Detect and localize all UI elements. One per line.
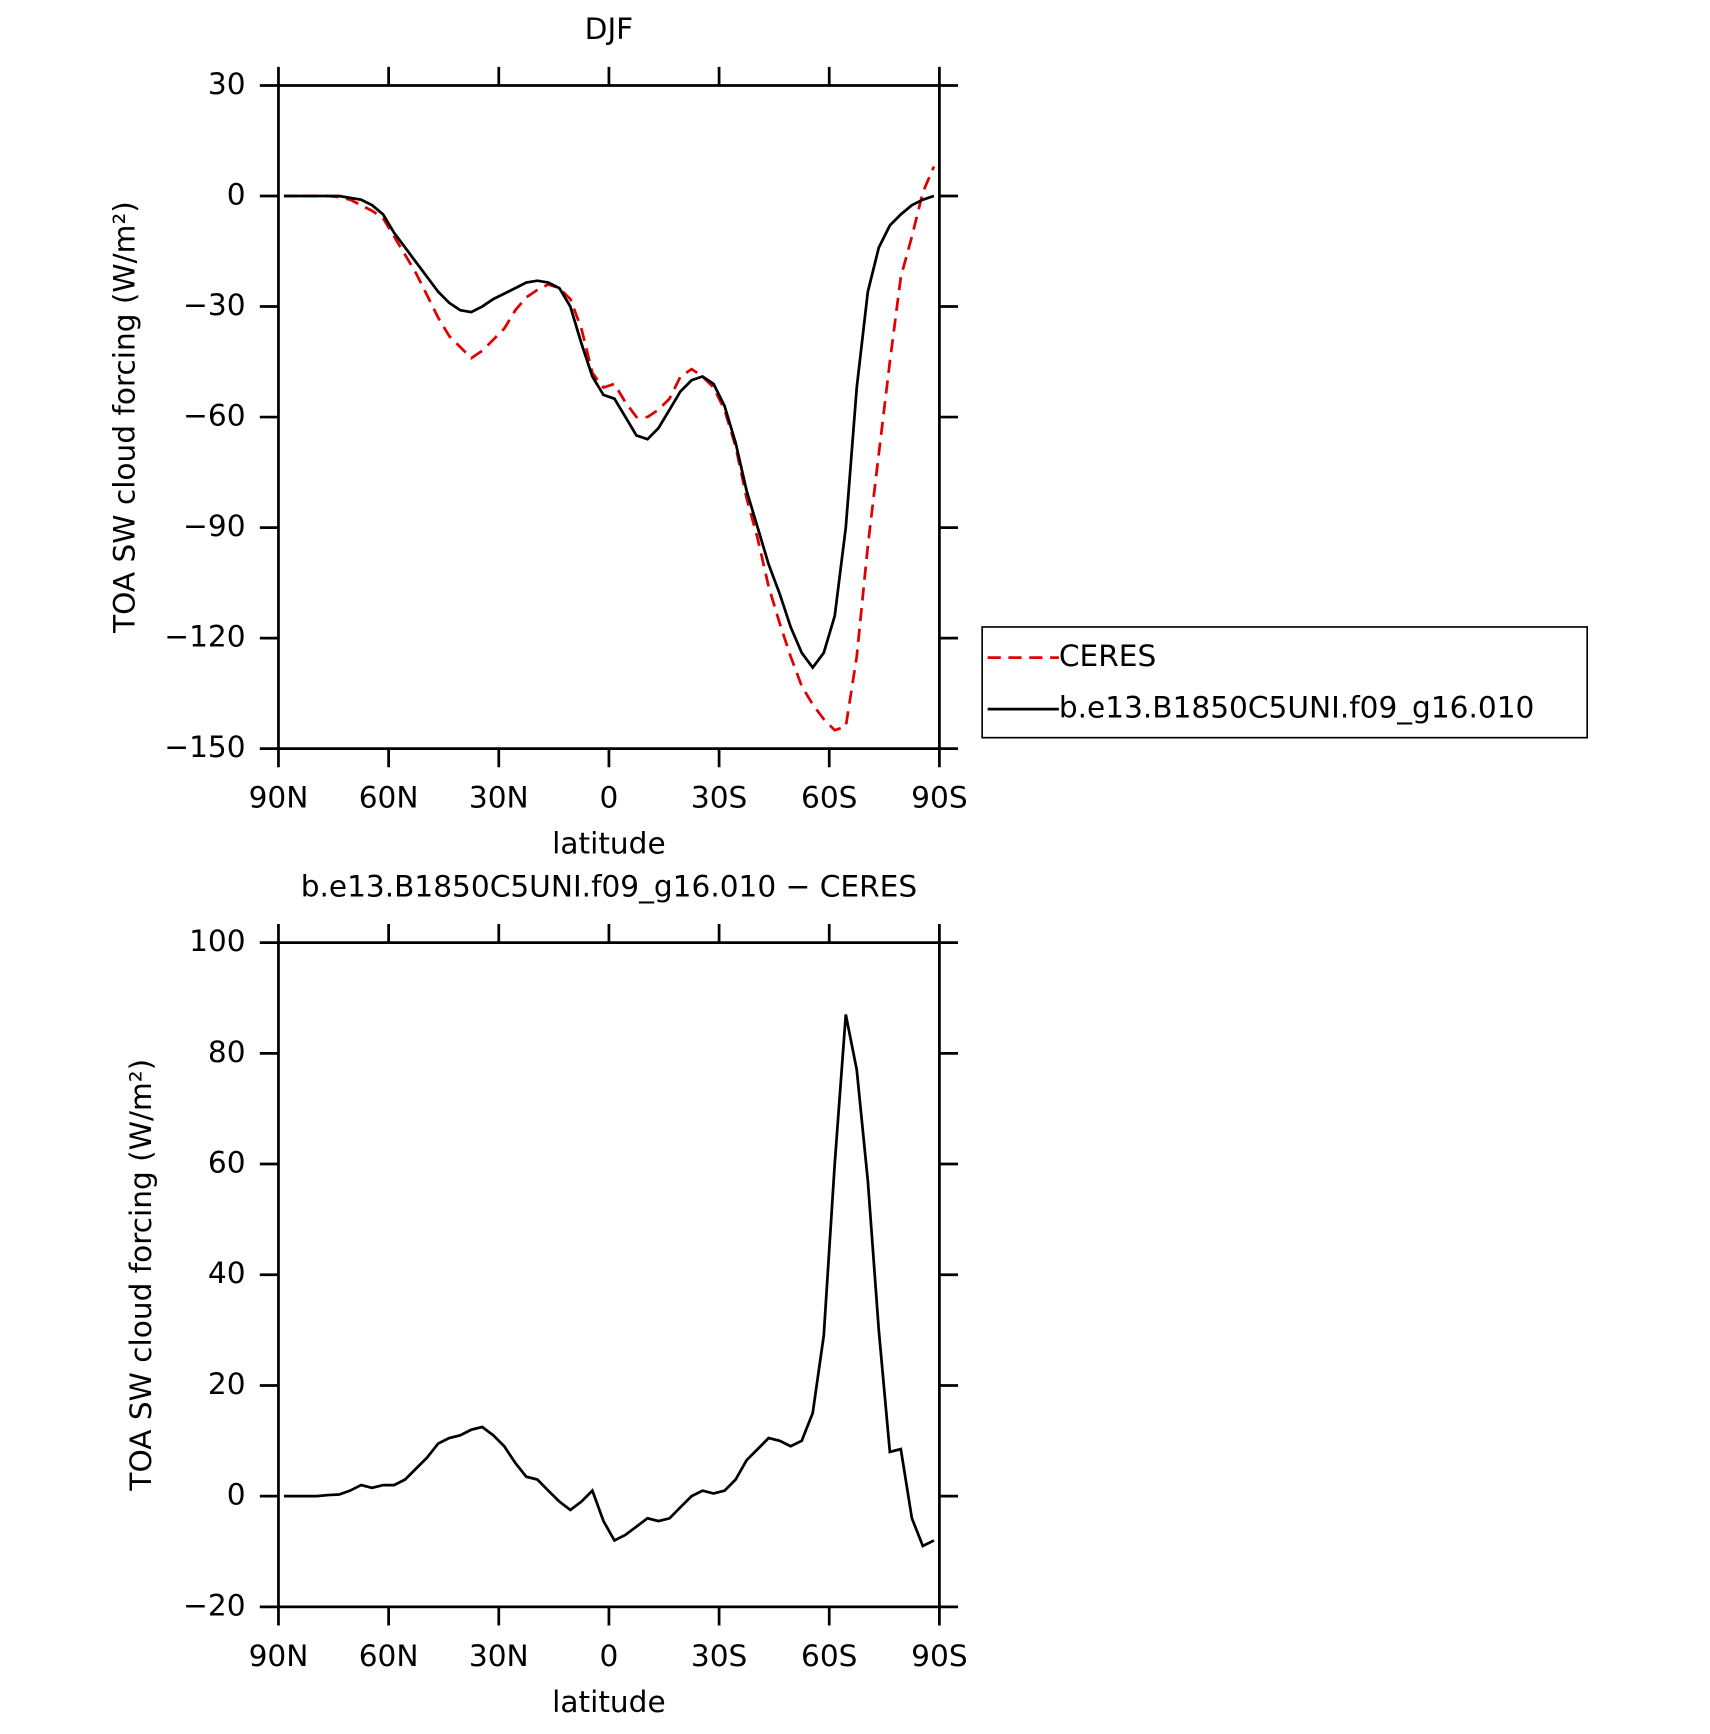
x-tick-label: 30S [691, 1639, 747, 1673]
legend-box [981, 626, 1589, 739]
x-axis-label: latitude [552, 1685, 665, 1719]
data-line [283, 194, 935, 670]
x-tick-label: 30S [691, 781, 747, 815]
data-line [283, 165, 936, 732]
y-tick-label: −30 [183, 288, 245, 322]
y-tick-label: 100 [189, 924, 245, 958]
x-tick-label: 60N [359, 1639, 419, 1673]
y-tick-label: −120 [164, 620, 245, 654]
plot-frame [277, 84, 941, 750]
y-tick-label: −150 [164, 730, 245, 764]
x-tick-label: 60S [801, 1639, 857, 1673]
x-tick-label: 0 [600, 1639, 619, 1673]
y-tick-label: 0 [227, 178, 246, 212]
y-tick-label: 0 [227, 1478, 246, 1512]
x-tick-label: 30N [469, 1639, 529, 1673]
x-tick-label: 60S [801, 781, 857, 815]
x-axis-label: latitude [552, 827, 665, 861]
legend-label: b.e13.B1850C5UNI.f09_g16.010 [1059, 691, 1534, 725]
y-tick-label: −90 [183, 509, 245, 543]
y-tick-label: −60 [183, 399, 245, 433]
legend-label: CERES [1059, 639, 1156, 673]
x-tick-label: 0 [600, 781, 619, 815]
y-tick-label: 60 [208, 1146, 246, 1180]
x-tick-label: 90S [911, 781, 967, 815]
x-tick-label: 90S [911, 1639, 967, 1673]
y-tick-label: 20 [208, 1367, 246, 1401]
y-tick-label: 80 [208, 1035, 246, 1069]
chart-title: DJF [585, 12, 634, 46]
y-tick-label: 40 [208, 1256, 246, 1290]
chart-title: b.e13.B1850C5UNI.f09_g16.010 − CERES [301, 869, 917, 903]
data-line [283, 1014, 935, 1548]
x-tick-label: 90N [249, 781, 309, 815]
y-tick-label: 30 [208, 67, 246, 101]
y-tick-label: −20 [183, 1588, 245, 1622]
y-axis-label: TOA SW cloud forcing (W/m²) [108, 201, 142, 634]
x-tick-label: 30N [469, 781, 529, 815]
x-tick-label: 90N [249, 1639, 309, 1673]
x-tick-label: 60N [359, 781, 419, 815]
y-axis-label: TOA SW cloud forcing (W/m²) [124, 1059, 158, 1492]
plot-frame [277, 941, 941, 1609]
